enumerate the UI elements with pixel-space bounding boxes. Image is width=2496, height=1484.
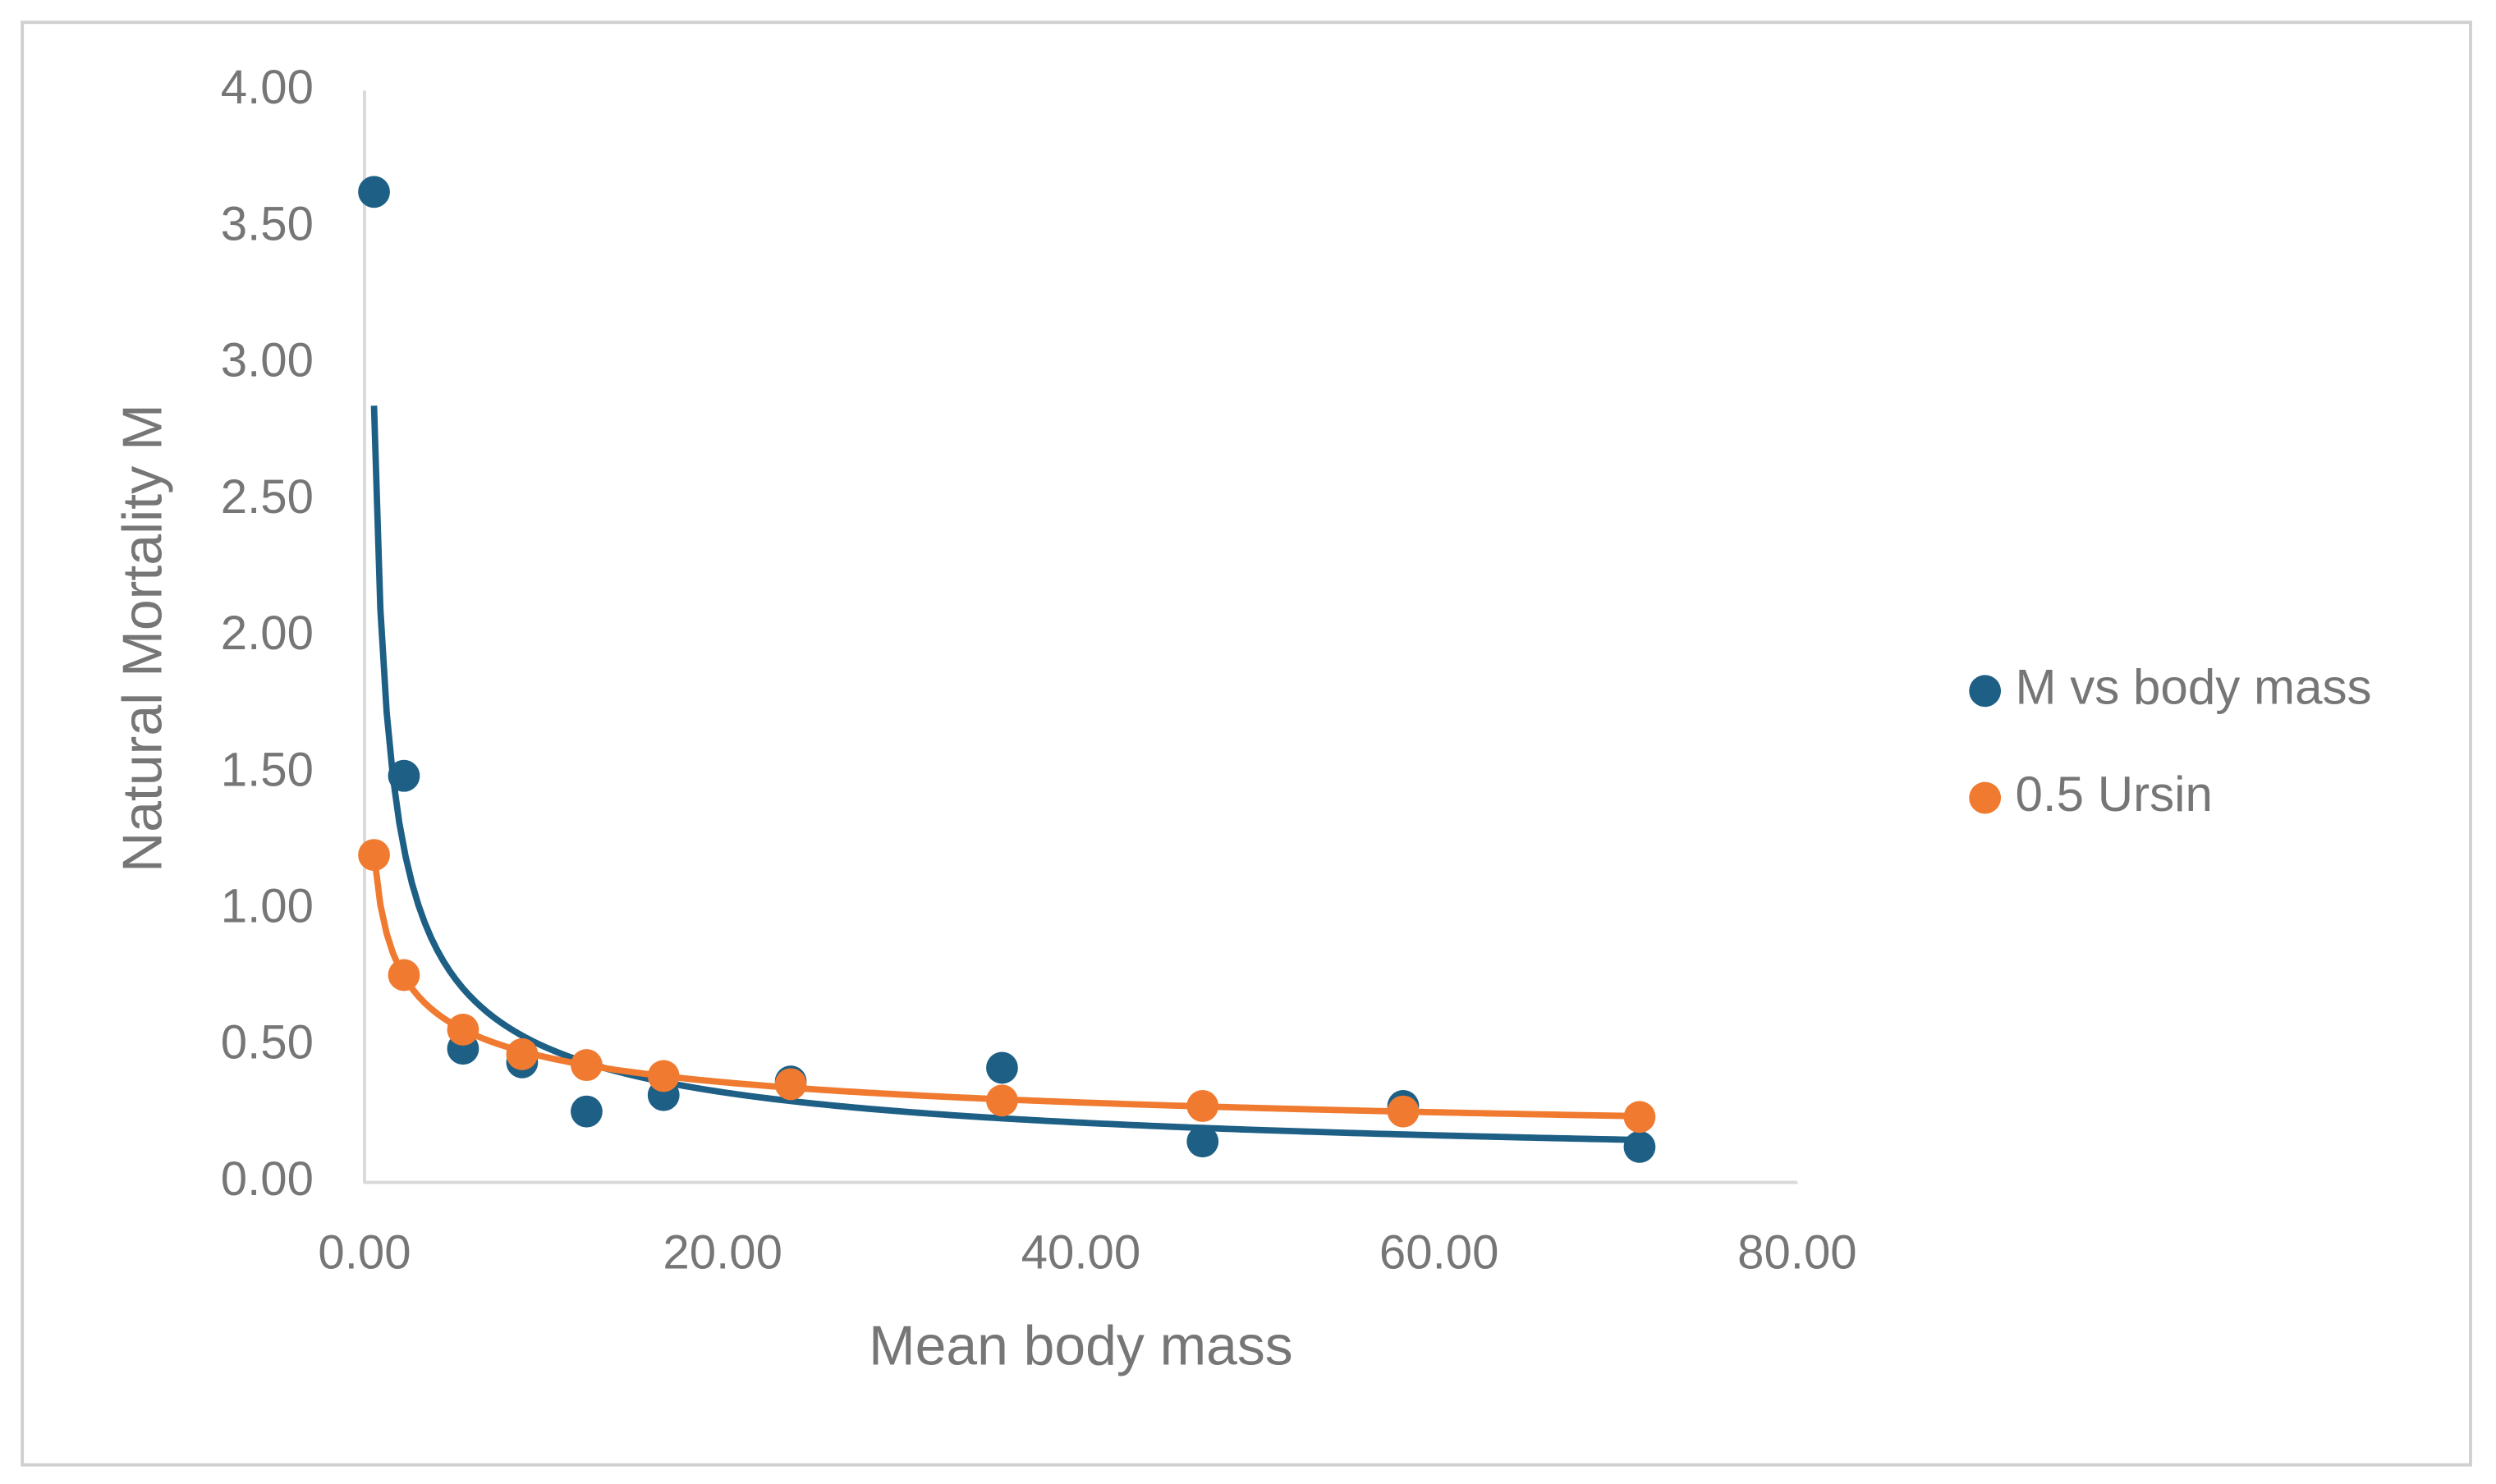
legend-marker xyxy=(1969,675,2002,708)
data-point xyxy=(571,1049,603,1082)
data-point xyxy=(358,839,390,872)
legend-marker xyxy=(1969,781,2002,814)
data-point xyxy=(1623,1101,1656,1134)
y-tick-label: 0.00 xyxy=(221,1152,314,1206)
data-point xyxy=(388,759,420,792)
data-point xyxy=(571,1095,603,1128)
x-tick-label: 60.00 xyxy=(1379,1225,1499,1279)
data-point xyxy=(506,1037,539,1070)
data-point xyxy=(447,1013,479,1046)
data-point xyxy=(1186,1090,1219,1122)
data-point xyxy=(358,176,390,208)
y-axis-title: Natural Mortality M xyxy=(111,404,173,873)
x-tick-label: 20.00 xyxy=(663,1225,782,1279)
x-axis-title: Mean body mass xyxy=(869,1315,1293,1377)
data-point xyxy=(986,1084,1018,1117)
y-tick-label: 3.50 xyxy=(221,197,314,250)
x-tick-label: 0.00 xyxy=(318,1225,411,1279)
data-point xyxy=(986,1051,1018,1084)
y-tick-label: 1.50 xyxy=(221,743,314,796)
legend-label: M vs body mass xyxy=(2015,660,2371,715)
chart-border xyxy=(21,21,2472,1467)
data-point xyxy=(1623,1130,1656,1163)
legend-label: 0.5 Ursin xyxy=(2015,767,2212,822)
data-point xyxy=(774,1068,807,1101)
y-tick-label: 0.50 xyxy=(221,1016,314,1069)
data-point xyxy=(1387,1095,1420,1128)
y-tick-label: 3.00 xyxy=(221,334,314,387)
data-point xyxy=(388,959,420,992)
x-tick-label: 80.00 xyxy=(1737,1225,1857,1279)
data-point xyxy=(1186,1125,1219,1158)
x-tick-label: 40.00 xyxy=(1021,1225,1141,1279)
y-tick-label: 1.00 xyxy=(221,879,314,932)
y-tick-label: 2.00 xyxy=(221,607,314,660)
data-point xyxy=(647,1060,680,1092)
y-tick-label: 2.50 xyxy=(221,470,314,524)
y-tick-label: 4.00 xyxy=(221,61,314,114)
